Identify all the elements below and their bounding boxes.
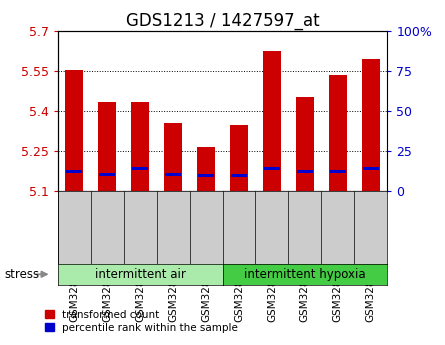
Bar (230, 125, 248, 191)
Bar (296, 97, 314, 191)
Bar (98, 102, 116, 191)
Bar (329, 75, 347, 191)
Bar (164, 123, 182, 191)
Bar (231, 174, 247, 177)
Bar (297, 170, 313, 173)
Bar (99, 172, 115, 176)
Bar (362, 59, 380, 191)
Bar (132, 167, 148, 170)
Bar (330, 170, 346, 173)
Bar (363, 167, 379, 170)
Text: intermittent hypoxia: intermittent hypoxia (244, 268, 366, 281)
Bar (65, 70, 83, 191)
Bar (198, 174, 214, 177)
Bar (165, 172, 181, 176)
Bar (66, 170, 82, 173)
Text: GDS1213 / 1427597_at: GDS1213 / 1427597_at (125, 12, 320, 30)
Bar (197, 147, 215, 191)
Bar (264, 167, 280, 170)
Bar (131, 102, 149, 191)
Bar (263, 51, 281, 191)
Legend: transformed count, percentile rank within the sample: transformed count, percentile rank withi… (45, 310, 238, 333)
Text: stress: stress (4, 268, 40, 281)
Text: intermittent air: intermittent air (95, 268, 186, 281)
